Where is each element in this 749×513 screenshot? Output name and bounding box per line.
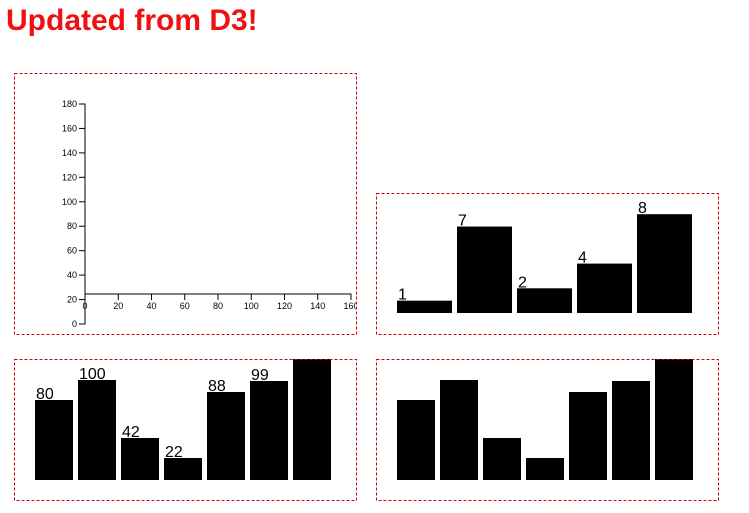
bar	[569, 392, 607, 480]
bar	[517, 288, 572, 313]
x-tick-label: 80	[213, 301, 223, 311]
bar	[397, 400, 435, 480]
x-tick-label: 100	[244, 301, 259, 311]
y-tick-label: 40	[67, 270, 77, 280]
bar-label: 7	[458, 213, 467, 230]
y-tick-label: 20	[67, 295, 77, 305]
panel-border	[376, 359, 719, 501]
bar	[637, 214, 692, 313]
y-tick-label: 80	[67, 221, 77, 231]
bar-label: 1	[398, 287, 407, 304]
x-tick-label: 160	[343, 301, 358, 311]
bar	[440, 380, 478, 480]
panel-border	[14, 359, 357, 501]
bar-label: 80	[36, 386, 54, 403]
x-tick-label: 120	[277, 301, 292, 311]
y-tick-label: 100	[62, 197, 77, 207]
panel-border	[14, 73, 357, 335]
panel-border	[376, 193, 719, 335]
bar-label: 88	[208, 378, 226, 395]
bar	[612, 381, 650, 480]
page-title: Updated from D3!	[6, 4, 258, 37]
bar	[397, 300, 452, 313]
bar	[207, 392, 245, 480]
bar	[577, 263, 632, 313]
bar-label: 99	[251, 367, 269, 384]
bar-label: 22	[165, 444, 183, 461]
chart-panel	[397, 359, 693, 480]
bar-label: 8	[638, 200, 647, 217]
x-tick-label: 60	[180, 301, 190, 311]
bar	[293, 359, 331, 480]
bar	[121, 438, 159, 480]
x-tick-label: 0	[82, 301, 87, 311]
chart-panel: 80 100 42 22 88 99	[35, 359, 331, 480]
bar	[655, 359, 693, 480]
bar-label: 42	[122, 424, 140, 441]
bar	[164, 458, 202, 480]
bar	[457, 226, 512, 313]
x-tick-label: 40	[146, 301, 156, 311]
y-tick-label: 120	[62, 172, 77, 182]
bar-label: 4	[578, 250, 587, 267]
y-tick-label: 60	[67, 246, 77, 256]
y-tick-label: 180	[62, 99, 77, 109]
bar	[35, 400, 73, 480]
bar	[483, 438, 521, 480]
bar-label: 100	[79, 366, 106, 383]
y-tick-label: 160	[62, 123, 77, 133]
x-tick-label: 140	[310, 301, 325, 311]
y-tick-label: 0	[72, 319, 77, 329]
bar	[250, 381, 288, 480]
chart-panel: 0 20 40 60 80 100 120 140 160 180 0 20 40 60 80 100 120 1…	[62, 99, 358, 329]
bar-label: 2	[518, 274, 527, 291]
bar	[526, 458, 564, 480]
y-tick-label: 140	[62, 148, 77, 158]
y-axis-line	[79, 103, 86, 325]
chart-panel: 1 7 2 4 8	[397, 200, 692, 313]
x-tick-label: 20	[113, 301, 123, 311]
bar	[78, 380, 116, 480]
